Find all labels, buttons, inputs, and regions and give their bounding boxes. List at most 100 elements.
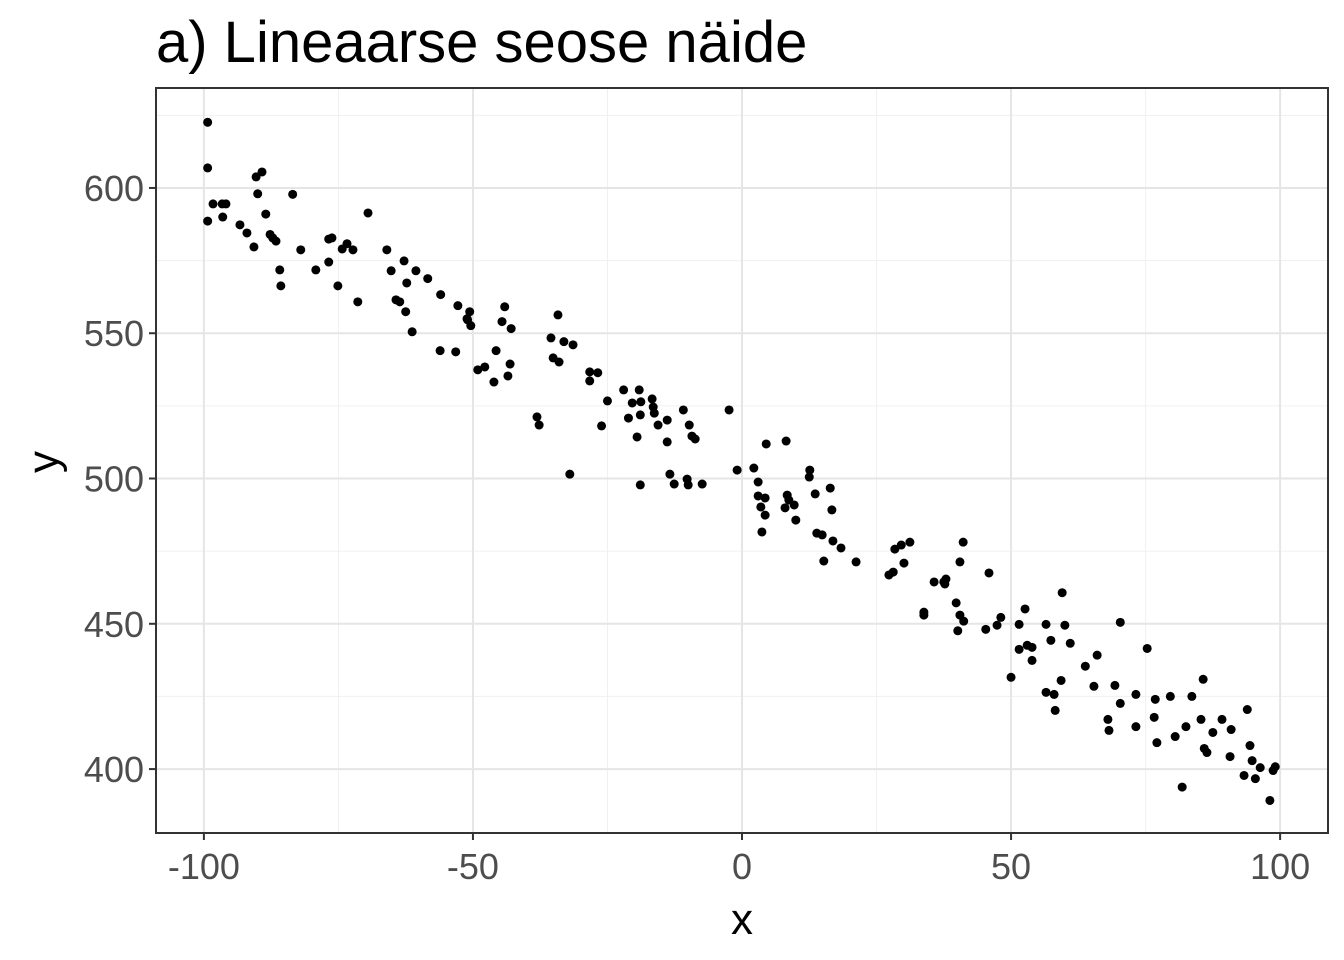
point — [1242, 705, 1252, 715]
point — [465, 307, 475, 317]
point — [261, 209, 271, 219]
point — [724, 405, 734, 415]
point — [203, 117, 213, 127]
point — [411, 266, 421, 276]
x-tick-label: 0 — [732, 846, 752, 887]
y-tick-label: 550 — [84, 313, 144, 354]
point — [506, 324, 516, 334]
point — [333, 281, 343, 291]
x-tick-label: 50 — [991, 846, 1031, 887]
point — [804, 472, 814, 482]
point — [497, 317, 507, 327]
point — [221, 199, 231, 209]
point — [669, 479, 679, 489]
point — [890, 544, 900, 554]
point — [1239, 770, 1249, 780]
point — [1270, 762, 1280, 772]
point — [324, 257, 334, 267]
point — [553, 310, 563, 320]
point — [453, 301, 463, 311]
point — [1020, 604, 1030, 614]
point — [399, 256, 409, 266]
point — [635, 410, 645, 420]
point — [1149, 712, 1159, 722]
point — [348, 245, 358, 255]
point — [1245, 741, 1255, 751]
y-tick-label: 400 — [84, 749, 144, 790]
point — [825, 483, 835, 493]
point — [1165, 691, 1175, 701]
point — [1115, 617, 1125, 627]
point — [534, 420, 544, 430]
point — [996, 612, 1006, 622]
point — [1080, 661, 1090, 671]
point — [276, 281, 286, 291]
point — [810, 489, 820, 499]
point — [1131, 689, 1141, 699]
point — [756, 502, 766, 512]
point — [1187, 691, 1197, 701]
point — [311, 265, 321, 275]
point — [761, 439, 771, 449]
y-axis-title: y — [19, 451, 68, 473]
point — [819, 556, 829, 566]
point — [395, 297, 405, 307]
point — [257, 167, 267, 177]
point — [929, 577, 939, 587]
point — [271, 236, 281, 246]
point — [1255, 763, 1265, 773]
point — [1041, 619, 1051, 629]
point — [1202, 748, 1212, 758]
point — [619, 385, 629, 395]
point — [203, 163, 213, 173]
chart-title: a) Lineaarse seose näide — [156, 10, 807, 75]
point — [690, 434, 700, 444]
point — [662, 437, 672, 447]
point — [836, 543, 846, 553]
point — [288, 189, 298, 199]
point — [732, 465, 742, 475]
point — [1103, 714, 1113, 724]
point — [955, 557, 965, 567]
point — [500, 302, 510, 312]
point — [489, 377, 499, 387]
y-tick-label: 600 — [84, 168, 144, 209]
x-axis-title: x — [731, 895, 753, 944]
point — [919, 610, 929, 620]
point — [1050, 705, 1060, 715]
point — [554, 357, 564, 367]
point — [647, 394, 657, 404]
point — [585, 376, 595, 386]
point — [505, 359, 515, 369]
point — [662, 415, 672, 425]
point — [1006, 672, 1016, 682]
point — [1056, 675, 1066, 685]
point — [203, 216, 213, 226]
point — [749, 463, 759, 473]
point — [953, 626, 963, 636]
point — [1177, 782, 1187, 792]
point — [353, 297, 363, 307]
point — [649, 408, 659, 418]
point — [208, 199, 218, 209]
point — [463, 315, 473, 325]
point — [597, 421, 607, 431]
point — [888, 567, 898, 577]
point — [436, 290, 446, 300]
point — [992, 620, 1002, 630]
point — [435, 346, 445, 356]
point — [235, 220, 245, 230]
x-tick-label: -100 — [168, 846, 240, 887]
point — [342, 239, 352, 249]
point — [684, 420, 694, 430]
point — [683, 480, 693, 490]
point — [827, 505, 837, 515]
point — [905, 537, 915, 547]
point — [1142, 643, 1152, 653]
point — [760, 510, 770, 520]
point — [1198, 674, 1208, 684]
point — [546, 333, 556, 343]
point — [627, 398, 637, 408]
point — [1014, 619, 1024, 629]
